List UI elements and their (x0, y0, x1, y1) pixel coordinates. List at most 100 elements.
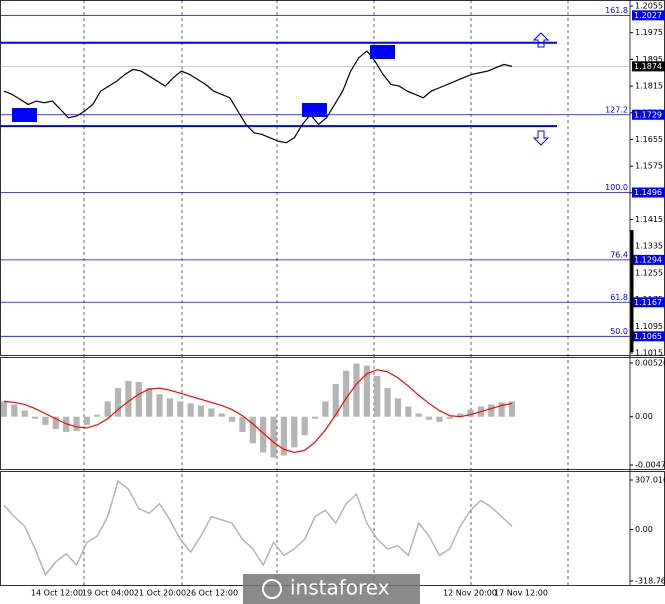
x-tick-label: 14 Oct 12:00 (31, 589, 83, 598)
histogram-bar (114, 388, 122, 417)
y-tick-label: 307.0161 (635, 476, 665, 485)
x-tick-label: 12 Nov 20:00 (443, 589, 497, 598)
price-tag-label: 1.1167 (634, 298, 662, 307)
price-tag (632, 254, 665, 265)
histogram-bar (394, 398, 402, 417)
arrow-up (532, 32, 550, 48)
price-tag-label: 1.1065 (634, 332, 662, 341)
histogram-bar (508, 401, 516, 417)
price-line (3, 50, 513, 144)
histogram-bar (374, 375, 381, 417)
price-tag (632, 331, 665, 342)
y-tick-label: 1.2055 (635, 2, 663, 11)
price-tag (632, 109, 665, 120)
histogram-bar (415, 413, 422, 417)
histogram-bar (405, 406, 412, 417)
histogram-bar (436, 416, 443, 422)
histogram-bar (249, 416, 256, 444)
histogram-bar (446, 416, 453, 419)
zone-box (12, 108, 37, 122)
histogram-bar (228, 416, 236, 422)
histogram-bar (187, 403, 194, 417)
histogram-bar (156, 394, 163, 417)
histogram-bar (166, 398, 173, 417)
histogram-bar (146, 388, 153, 417)
x-tick-label: 26 Oct 12:00 (186, 589, 238, 598)
histogram-bar (343, 370, 350, 417)
y-tick-label: 1.1575 (635, 162, 663, 171)
x-tick-label: 21 Oct 20:00 (134, 589, 186, 598)
histogram-bar (270, 416, 277, 458)
histogram-bar (488, 404, 495, 417)
y-tick-label: 1.1415 (635, 215, 663, 224)
fib-label: 61.8 (610, 293, 628, 302)
watermark-bg (243, 574, 420, 604)
price-tag-label: 1.1294 (634, 255, 662, 264)
y-tick-label: 1.1335 (635, 242, 663, 251)
y-tick-label: 1.1255 (635, 268, 663, 277)
histogram-bar (208, 408, 215, 417)
zone-box (370, 45, 395, 59)
y-tick-label: 1.1015 (635, 349, 663, 358)
histogram-bar (218, 413, 225, 417)
current-price-label: 1.1874 (634, 62, 662, 71)
panel-frame (0, 471, 665, 586)
y-tick-label: 1.1095 (635, 322, 663, 331)
panel-frame (0, 357, 665, 470)
price-tag (632, 297, 665, 308)
y-tick-label: 0.00 (635, 525, 653, 534)
y-tick-label: 1.1975 (635, 28, 663, 37)
histogram-bar (104, 401, 111, 417)
price-line (3, 479, 513, 577)
histogram-bar (363, 365, 370, 417)
current-price-tag (632, 61, 665, 72)
x-tick-label: 17 Nov 12:00 (494, 589, 548, 598)
histogram-bar (197, 405, 205, 417)
y-tick-label: 0.00 (635, 412, 653, 421)
histogram-bar (94, 414, 101, 417)
price-tag-label: 1.1729 (634, 110, 662, 119)
histogram-bar (311, 416, 319, 419)
fib-label: 76.4 (610, 250, 628, 259)
histogram-bar (498, 402, 505, 417)
fib-label: 161.8 (605, 6, 628, 15)
histogram-bar (83, 416, 91, 425)
price-tag-label: 1.2027 (634, 11, 662, 20)
histogram-bar (467, 409, 474, 417)
histogram-bar (353, 363, 360, 417)
fib-label: 127.2 (605, 105, 628, 114)
price-tag (632, 187, 665, 198)
histogram-bar (135, 381, 142, 417)
histogram-bar (52, 416, 59, 429)
histogram-bar (0, 401, 8, 417)
histogram-bar (177, 401, 184, 417)
fib-label: 50.0 (610, 327, 628, 336)
watermark-logo (262, 579, 282, 599)
fib-label: 100.0 (605, 183, 628, 192)
histogram-bar (125, 380, 132, 417)
histogram-bar (332, 384, 339, 417)
histogram-bar (291, 416, 298, 448)
signal-line (3, 369, 513, 454)
histogram-bar (322, 401, 329, 417)
histogram-bar (11, 404, 18, 417)
histogram-bar (31, 416, 39, 419)
histogram-bar (42, 416, 49, 425)
zone-box (302, 103, 327, 117)
price-tag-label: 1.1496 (634, 188, 662, 197)
price-tag (632, 10, 665, 21)
arrow-down (532, 130, 550, 146)
y-tick-label: 1.1895 (635, 55, 663, 64)
histogram-bar (425, 416, 433, 420)
histogram-bar (301, 416, 308, 436)
histogram-bar (260, 416, 267, 453)
y-tick-label: 1.1815 (635, 82, 663, 91)
y-tick-label: -318.767 (635, 577, 665, 586)
histogram-bar (73, 416, 80, 431)
histogram-bar (384, 388, 391, 417)
histogram-bar (280, 416, 288, 456)
histogram-bar (457, 413, 464, 417)
histogram-bar (21, 410, 28, 417)
